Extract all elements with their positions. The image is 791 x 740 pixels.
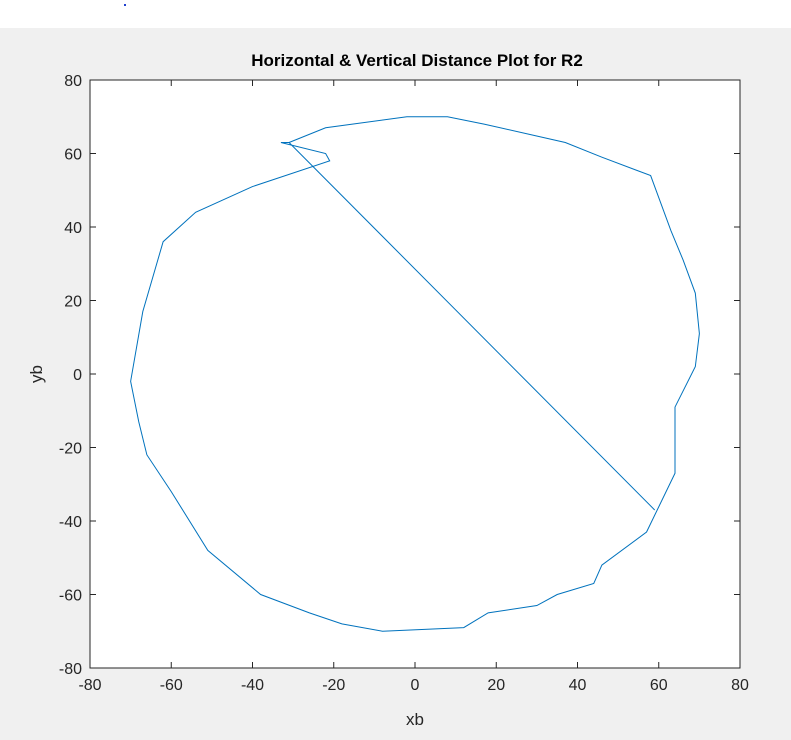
y-tick-label: 60 [64, 147, 82, 164]
y-tick-label: -40 [59, 514, 82, 531]
x-tick-label: 20 [487, 677, 505, 694]
x-tick-labels: -80 -60 -40 -20 0 20 40 60 80 [78, 677, 749, 694]
x-axis-label: xb [406, 710, 424, 729]
y-axis-label: yb [27, 365, 46, 383]
axis-ticks [89, 79, 741, 669]
y-tick-label: 80 [64, 73, 82, 90]
chart-title: Horizontal & Vertical Distance Plot for … [251, 51, 583, 70]
x-tick-label: -80 [78, 677, 101, 694]
figure-window: Horizontal & Vertical Distance Plot for … [0, 28, 791, 740]
x-tick-label: 80 [731, 677, 749, 694]
y-tick-labels: -80 -60 -40 -20 0 20 40 60 80 [59, 73, 82, 678]
toolbar-marker [124, 4, 126, 6]
y-tick-label: -80 [59, 661, 82, 678]
x-tick-label: 0 [411, 677, 420, 694]
x-tick-label: 60 [650, 677, 668, 694]
y-tick-label: 40 [64, 220, 82, 237]
x-tick-label: -40 [241, 677, 264, 694]
x-tick-label: 40 [569, 677, 587, 694]
y-tick-label: 20 [64, 294, 82, 311]
series-line [130, 116, 700, 632]
plot-figure: Horizontal & Vertical Distance Plot for … [27, 51, 749, 729]
plot-area [89, 79, 741, 669]
x-tick-label: -60 [160, 677, 183, 694]
y-tick-label: -20 [59, 441, 82, 458]
x-tick-label: -20 [322, 677, 345, 694]
y-tick-label: -60 [59, 588, 82, 605]
y-tick-label: 0 [73, 367, 82, 384]
